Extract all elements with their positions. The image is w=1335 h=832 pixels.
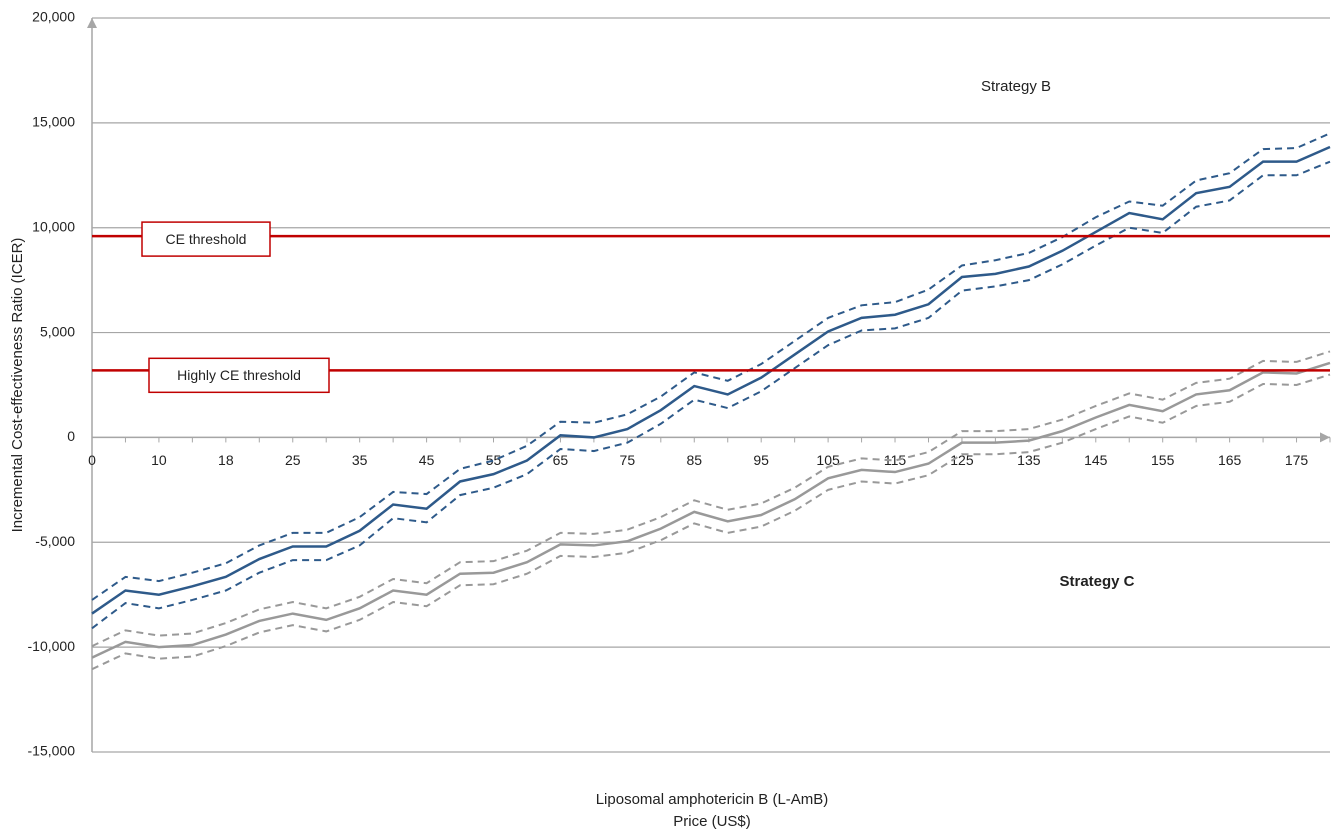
x-tick-label: 115: [884, 452, 907, 468]
y-tick-label: 5,000: [40, 323, 75, 339]
x-tick-label: 145: [1084, 452, 1108, 468]
threshold-label: Highly CE threshold: [177, 367, 301, 383]
confidence-line: [91, 350, 1331, 647]
y-tick-label: 10,000: [32, 218, 75, 234]
x-axis-arrow: [1320, 432, 1330, 443]
x-tick-label: 25: [285, 452, 301, 468]
x-tick-label: 55: [486, 452, 502, 468]
x-tick-label: 10: [151, 452, 167, 468]
x-axis-title: Liposomal amphotericin B (L-AmB): [596, 791, 829, 808]
series-line: [91, 145, 1331, 615]
y-axis-title: Incremental Cost-effectiveness Ratio (IC…: [9, 238, 26, 533]
x-axis-title: Price (US$): [673, 813, 751, 830]
x-tick-label: 95: [753, 452, 769, 468]
x-tick-label: 75: [620, 452, 636, 468]
x-tick-label: 18: [218, 452, 234, 468]
x-tick-label: 0: [88, 452, 96, 468]
x-tick-label: 165: [1218, 452, 1242, 468]
threshold-box: [141, 221, 271, 257]
threshold-box: [148, 357, 330, 394]
x-tick-label: 175: [1285, 452, 1309, 468]
threshold-label: CE threshold: [166, 231, 247, 247]
confidence-line: [91, 132, 1331, 601]
y-tick-label: -5,000: [35, 533, 75, 549]
x-tick-label: 155: [1151, 452, 1175, 468]
y-tick-label: -10,000: [28, 638, 76, 654]
y-tick-label: 20,000: [32, 9, 75, 25]
y-axis-arrow: [87, 18, 97, 28]
y-tick-label: -15,000: [28, 743, 76, 759]
x-tick-label: 35: [352, 452, 368, 468]
series-annotation: Strategy B: [981, 78, 1051, 95]
confidence-line: [91, 160, 1331, 630]
series-annotation: Strategy C: [1059, 573, 1134, 590]
x-tick-label: 105: [816, 452, 840, 468]
confidence-line: [91, 373, 1331, 671]
x-tick-label: 65: [553, 452, 569, 468]
x-tick-label: 135: [1017, 452, 1041, 468]
y-tick-label: 0: [67, 428, 75, 444]
x-tick-label: 45: [419, 452, 435, 468]
x-tick-label: 125: [950, 452, 974, 468]
y-tick-label: 15,000: [32, 114, 75, 130]
series-line: [91, 361, 1331, 659]
x-tick-label: 85: [686, 452, 702, 468]
